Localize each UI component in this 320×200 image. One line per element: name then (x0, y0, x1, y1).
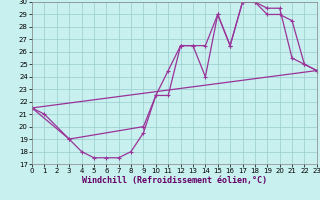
X-axis label: Windchill (Refroidissement éolien,°C): Windchill (Refroidissement éolien,°C) (82, 176, 267, 185)
